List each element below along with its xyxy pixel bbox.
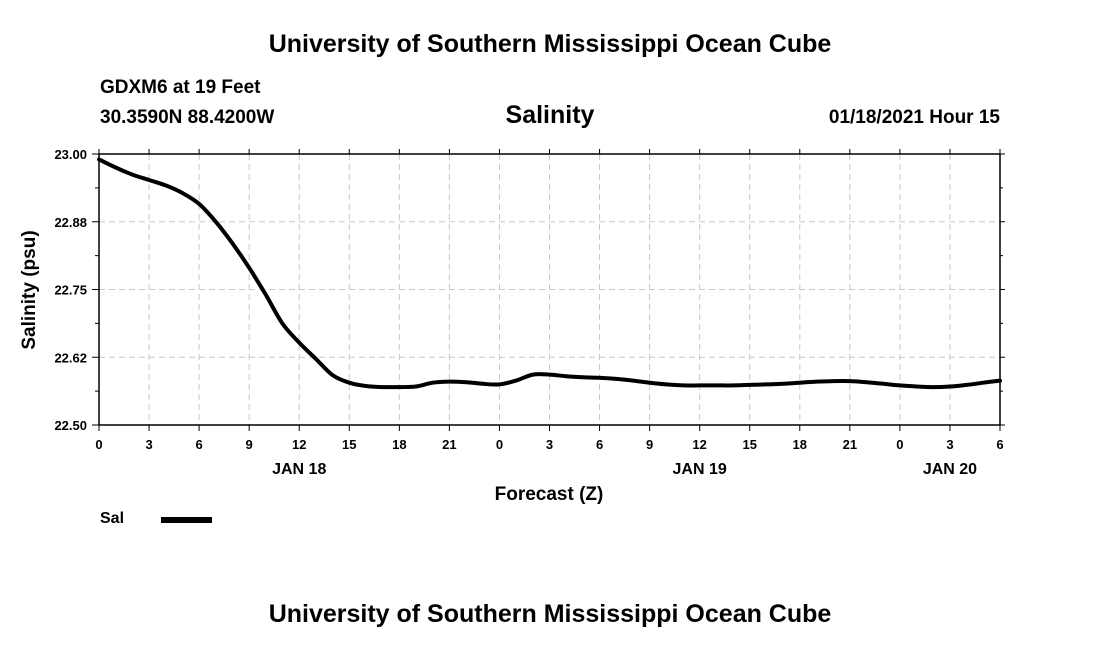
page-title: University of Southern Mississippi Ocean… (268, 30, 832, 58)
x-tick-label: 0 (896, 437, 903, 452)
x-tick-label: 6 (195, 437, 202, 452)
date-label: JAN 19 (673, 461, 727, 478)
y-tick-label: 22.50 (54, 418, 87, 433)
x-tick-label: 3 (546, 437, 553, 452)
x-tick-label: 15 (742, 437, 756, 452)
x-tick-label: 0 (95, 437, 102, 452)
date-label: JAN 18 (272, 461, 326, 478)
x-tick-label: 9 (246, 437, 253, 452)
x-tick-label: 15 (342, 437, 356, 452)
date-label: JAN 20 (923, 461, 977, 478)
x-tick-label: 9 (646, 437, 653, 452)
x-tick-label: 3 (946, 437, 953, 452)
forecast-datetime: 01/18/2021 Hour 15 (828, 107, 1000, 128)
axis-ticks (92, 149, 1005, 431)
y-tick-label: 22.62 (54, 350, 87, 365)
salinity-series-line (97, 157, 1002, 390)
station-coordinates: 30.3590N 88.4200W (100, 107, 275, 128)
chart-grid (99, 154, 1000, 425)
footer-title: University of Southern Mississippi Ocean… (268, 600, 832, 628)
x-tick-label: 12 (292, 437, 306, 452)
chart-title: Salinity (505, 101, 595, 129)
x-tick-label: 3 (145, 437, 152, 452)
y-axis-title: Salinity (psu) (19, 230, 40, 349)
legend-swatch (161, 517, 212, 523)
legend-label: Sal (100, 510, 125, 527)
y-axis-labels: 23.00 22.88 22.75 22.62 22.50 (54, 147, 87, 433)
y-tick-label: 22.75 (54, 283, 87, 298)
x-tick-label: 21 (843, 437, 857, 452)
y-tick-label: 23.00 (54, 147, 87, 162)
x-tick-label: 18 (793, 437, 807, 452)
x-tick-label: 6 (596, 437, 603, 452)
x-tick-label: 12 (692, 437, 706, 452)
x-tick-label: 0 (496, 437, 503, 452)
date-labels: JAN 18 JAN 19 JAN 20 (272, 461, 977, 478)
x-tick-label: 18 (392, 437, 406, 452)
y-tick-label: 22.88 (54, 215, 87, 230)
x-axis-title: Forecast (Z) (495, 484, 604, 505)
x-axis-labels: 0 3 6 9 12 15 18 21 0 3 6 9 12 15 18 21 0 3 6 (95, 437, 1003, 452)
x-tick-label: 21 (442, 437, 456, 452)
x-tick-label: 6 (996, 437, 1003, 452)
station-label: GDXM6 at 19 Feet (100, 77, 261, 98)
